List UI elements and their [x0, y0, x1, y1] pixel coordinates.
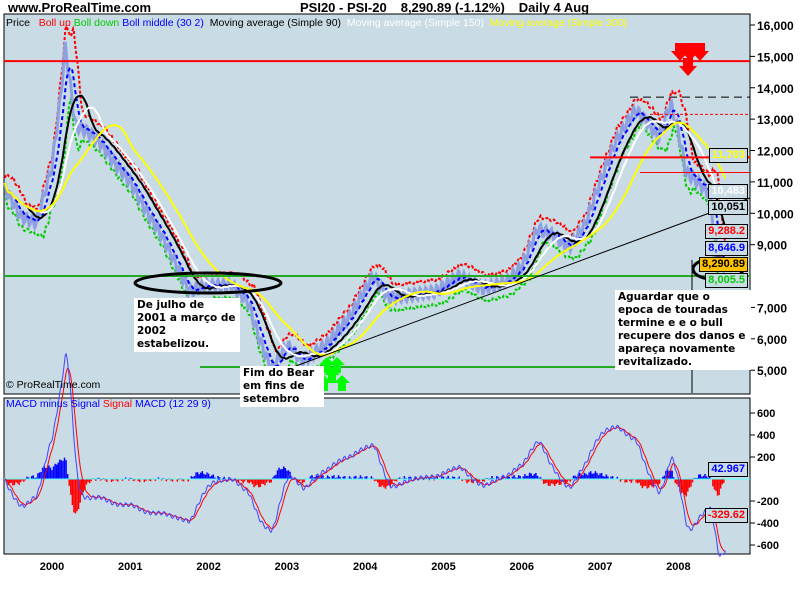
trendline: [284, 197, 751, 371]
legend-boll-middle: Boll middle (30 2): [122, 17, 204, 29]
down-arrow-icon: [681, 43, 699, 61]
x-tick-label: 2008: [666, 561, 690, 573]
tag-boll-up: 9,288.2: [705, 224, 748, 239]
copyright: © ProRealTime.com: [6, 379, 101, 391]
last-price: 8,290.89 (-1.12%): [400, 0, 505, 15]
x-tick-label: 2000: [40, 561, 64, 573]
tag-ma150: 10,483: [708, 184, 748, 199]
macd-tick-label: -600: [757, 540, 779, 552]
y-tick-label: 11,000: [757, 176, 793, 190]
tag-macd: -329.62: [704, 508, 748, 523]
y-tick-label: 10,000: [757, 207, 794, 221]
x-tick-label: 2002: [196, 561, 220, 573]
legend-boll-down: Boll down: [73, 17, 120, 29]
note-stabilized: De julho de 2001 a março de 2002 estabel…: [134, 298, 240, 352]
signal-line: [4, 367, 726, 552]
tag-macd-hist: 42.967: [708, 462, 748, 477]
ma150-line: [4, 106, 727, 358]
y-tick-label: 16,000: [757, 19, 794, 33]
macd-tick-label: -200: [757, 496, 779, 508]
macd-line: [4, 352, 726, 557]
price-legend: Price Boll up Boll down Boll middle (30 …: [6, 17, 627, 29]
tag-price: 8,290.89: [699, 257, 748, 272]
ma300-line: [4, 121, 727, 357]
legend-ma300: Moving average (Simple 300): [489, 17, 628, 29]
period: Daily 4 Aug: [518, 0, 590, 15]
legend-macd-hist: MACD minus Signal: [6, 398, 100, 410]
macd-tick-label: 400: [757, 430, 775, 442]
ellipse-stabilized: [133, 271, 283, 295]
tag-boll-mid: 8,646.9: [705, 241, 748, 256]
macd-tick-label: -400: [757, 518, 779, 530]
tag-ma90: 10,051: [708, 200, 748, 215]
legend-price: Price: [6, 17, 30, 29]
macd-tick-label: 600: [757, 408, 775, 420]
x-tick-label: 2005: [431, 561, 455, 573]
legend-signal: Signal: [102, 398, 133, 410]
x-tick-label: 2001: [118, 561, 142, 573]
instrument: PSI20 - PSI-20: [300, 0, 387, 15]
up-arrow-icon: [334, 375, 350, 391]
header: www.ProRealTime.com PSI20 - PSI-20 8,290…: [8, 0, 748, 15]
legend-ma90: Moving average (Simple 90): [209, 17, 342, 29]
x-tick-label: 2003: [275, 561, 299, 573]
note-await: Aguardar que o epoca de touradas termine…: [615, 290, 751, 370]
y-tick-label: 7,000: [757, 301, 787, 315]
y-tick-label: 6,000: [757, 333, 787, 347]
y-tick-label: 15,000: [757, 50, 794, 64]
tag-boll-down: 8,005.5: [705, 273, 748, 288]
y-tick-label: 5,000: [757, 364, 787, 378]
macd-panel: [3, 397, 751, 555]
y-tick-label: 14,000: [757, 82, 794, 96]
tag-ma300: 11,703: [708, 148, 748, 163]
boll-middle-line: [4, 66, 727, 368]
macd-tick-label: 200: [757, 452, 775, 464]
down-arrow-icon: [691, 43, 709, 61]
legend-boll-up: Boll up: [38, 17, 71, 29]
down-arrow-icon: [679, 58, 697, 76]
y-tick-label: 12,000: [757, 145, 794, 159]
x-tick-label: 2006: [510, 561, 534, 573]
x-tick-label: 2004: [353, 561, 378, 573]
down-arrow-icon: [671, 43, 689, 61]
legend-ma150: Moving average (Simple 150): [346, 17, 485, 29]
site-title: www.ProRealTime.com: [8, 0, 152, 15]
macd-legend: MACD minus Signal Signal MACD (12 29 9): [6, 398, 211, 410]
x-tick-label: 2007: [588, 561, 612, 573]
legend-macd: MACD (12 29 9): [135, 398, 211, 410]
y-tick-label: 9,000: [757, 239, 787, 253]
y-tick-label: 13,000: [757, 113, 794, 127]
price-line: [3, 41, 727, 376]
note-bear-end: Fim do Bear em fins de setembro: [240, 366, 324, 407]
ma90-line: [4, 94, 727, 360]
